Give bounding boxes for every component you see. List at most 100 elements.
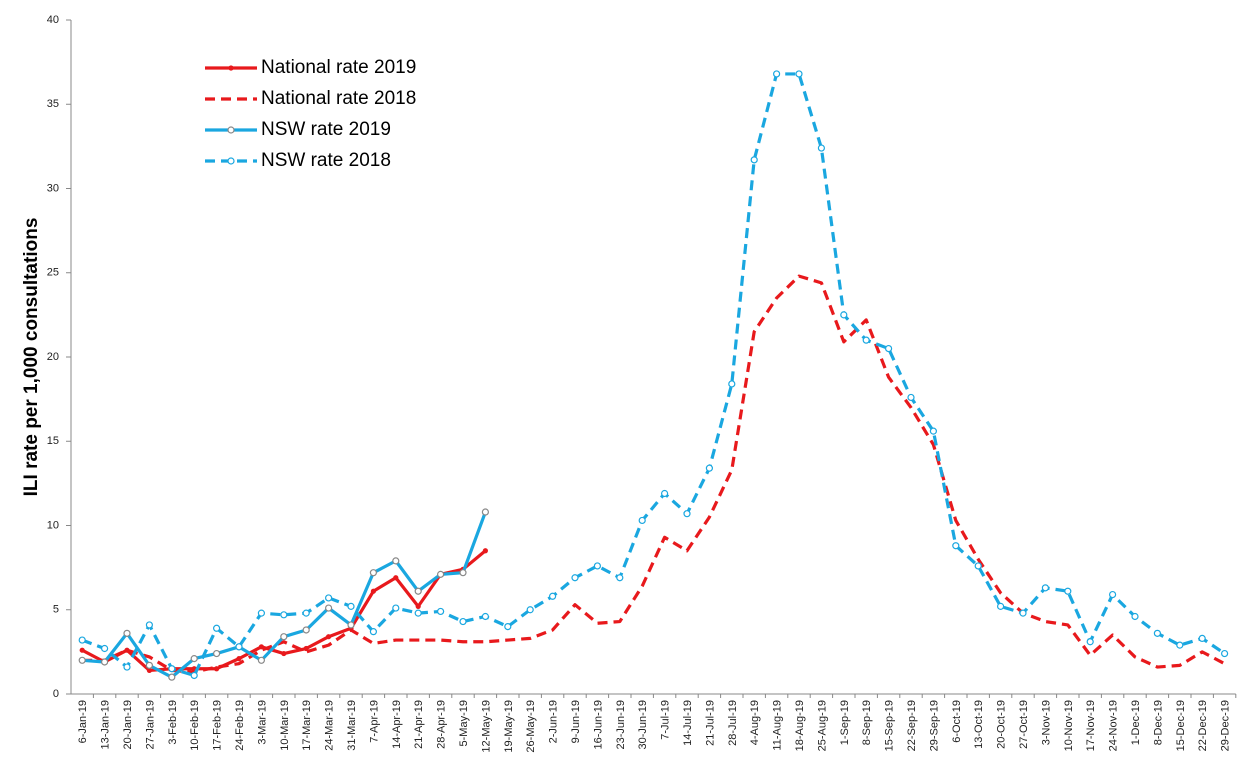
x-tick-label: 22-Dec-19 xyxy=(1197,700,1209,751)
marker xyxy=(862,336,870,344)
y-tick-label: 0 xyxy=(53,688,59,700)
marker xyxy=(817,144,826,152)
x-tick-label: 15-Sep-19 xyxy=(884,700,896,751)
marker xyxy=(772,70,781,78)
y-axis-label: ILI rate per 1,000 consultations xyxy=(21,218,42,497)
marker xyxy=(1064,587,1072,595)
marker xyxy=(392,604,400,612)
legend-label: NSW rate 2018 xyxy=(261,150,391,171)
marker xyxy=(303,645,309,652)
legend: National rate 2019 National rate 2018 NSW … xyxy=(165,50,500,185)
legend-label: NSW rate 2019 xyxy=(261,119,391,140)
x-tick-label: 30-Jun-19 xyxy=(637,700,649,750)
x-tick-label: 6-Jan-19 xyxy=(77,700,89,743)
x-tick-label: 14-Apr-19 xyxy=(391,700,403,749)
x-tick-label: 13-Oct-19 xyxy=(973,700,985,749)
x-tick-label: 11-Aug-19 xyxy=(772,700,784,751)
x-tick-label: 20-Jan-19 xyxy=(122,700,134,750)
marker xyxy=(504,622,512,631)
marker xyxy=(571,574,579,582)
marker xyxy=(123,629,131,637)
x-tick-label: 25-Aug-19 xyxy=(816,700,828,751)
legend-label: National rate 2019 xyxy=(261,57,416,78)
x-tick-label: 18-Aug-19 xyxy=(794,700,806,751)
marker xyxy=(145,661,153,669)
marker xyxy=(952,542,960,550)
marker xyxy=(683,510,691,518)
marker xyxy=(459,569,467,577)
marker xyxy=(415,603,421,609)
marker xyxy=(1108,590,1117,599)
marker xyxy=(369,569,377,577)
y-tick-label: 10 xyxy=(47,519,59,531)
x-tick-label: 8-Sep-19 xyxy=(861,700,873,745)
marker xyxy=(996,602,1005,610)
marker xyxy=(100,644,109,653)
marker xyxy=(437,570,445,578)
marker xyxy=(459,617,467,626)
x-tick-label: 21-Apr-19 xyxy=(413,700,425,749)
marker xyxy=(280,611,288,619)
x-tick-label: 22-Sep-19 xyxy=(906,700,918,751)
marker xyxy=(728,380,736,388)
y-tick-label: 5 xyxy=(53,604,59,616)
x-tick-label: 17-Mar-19 xyxy=(301,700,313,751)
series-line xyxy=(81,72,1226,678)
marker xyxy=(213,624,221,632)
legend-marker xyxy=(228,65,234,71)
marker xyxy=(1086,638,1094,646)
x-tick-label: 14-Jul-19 xyxy=(682,700,694,746)
marker xyxy=(326,634,332,640)
marker xyxy=(1198,634,1206,642)
y-tick-label: 15 xyxy=(47,435,59,447)
marker xyxy=(481,508,489,516)
x-tick-label: 27-Jan-19 xyxy=(144,700,156,750)
x-tick-label: 2-Jun-19 xyxy=(548,700,560,743)
x-tick-label: 24-Nov-19 xyxy=(1108,700,1120,751)
legend-background xyxy=(165,50,500,185)
marker xyxy=(1176,641,1184,649)
y-tick-label: 40 xyxy=(47,14,59,26)
marker xyxy=(414,587,422,595)
marker xyxy=(638,516,646,525)
marker xyxy=(347,621,355,629)
marker xyxy=(213,649,221,658)
marker xyxy=(302,609,310,617)
marker xyxy=(1153,629,1162,637)
marker xyxy=(370,588,376,594)
marker xyxy=(884,344,893,353)
x-tick-label: 31-Mar-19 xyxy=(346,700,358,751)
marker xyxy=(414,609,422,617)
x-tick-label: 7-Jul-19 xyxy=(660,700,672,740)
marker xyxy=(482,548,488,554)
x-tick-label: 20-Oct-19 xyxy=(996,700,1008,749)
marker xyxy=(257,609,265,617)
x-tick-label: 27-Oct-19 xyxy=(1018,700,1030,749)
x-tick-label: 3-Feb-19 xyxy=(167,700,179,745)
x-tick-label: 16-Jun-19 xyxy=(592,700,604,750)
marker xyxy=(347,602,355,610)
x-tick-label: 3-Mar-19 xyxy=(256,700,268,745)
marker xyxy=(369,628,377,636)
y-tick-label: 25 xyxy=(47,267,59,279)
marker xyxy=(325,604,333,612)
x-tick-label: 10-Mar-19 xyxy=(279,700,291,751)
marker xyxy=(236,656,242,662)
x-tick-label: 28-Jul-19 xyxy=(727,700,739,746)
x-tick-label: 29-Sep-19 xyxy=(928,700,940,751)
marker xyxy=(190,671,198,680)
marker xyxy=(280,633,288,641)
x-tick-label: 12-May-19 xyxy=(480,700,492,753)
x-tick-label: 13-Jan-19 xyxy=(100,700,112,750)
x-tick-label: 9-Jun-19 xyxy=(570,700,582,743)
marker xyxy=(100,658,109,666)
marker xyxy=(840,311,848,319)
marker xyxy=(393,575,399,581)
marker xyxy=(1019,609,1027,617)
marker xyxy=(750,156,758,164)
series-line xyxy=(82,274,1226,674)
marker xyxy=(325,594,333,602)
marker xyxy=(1131,612,1139,621)
